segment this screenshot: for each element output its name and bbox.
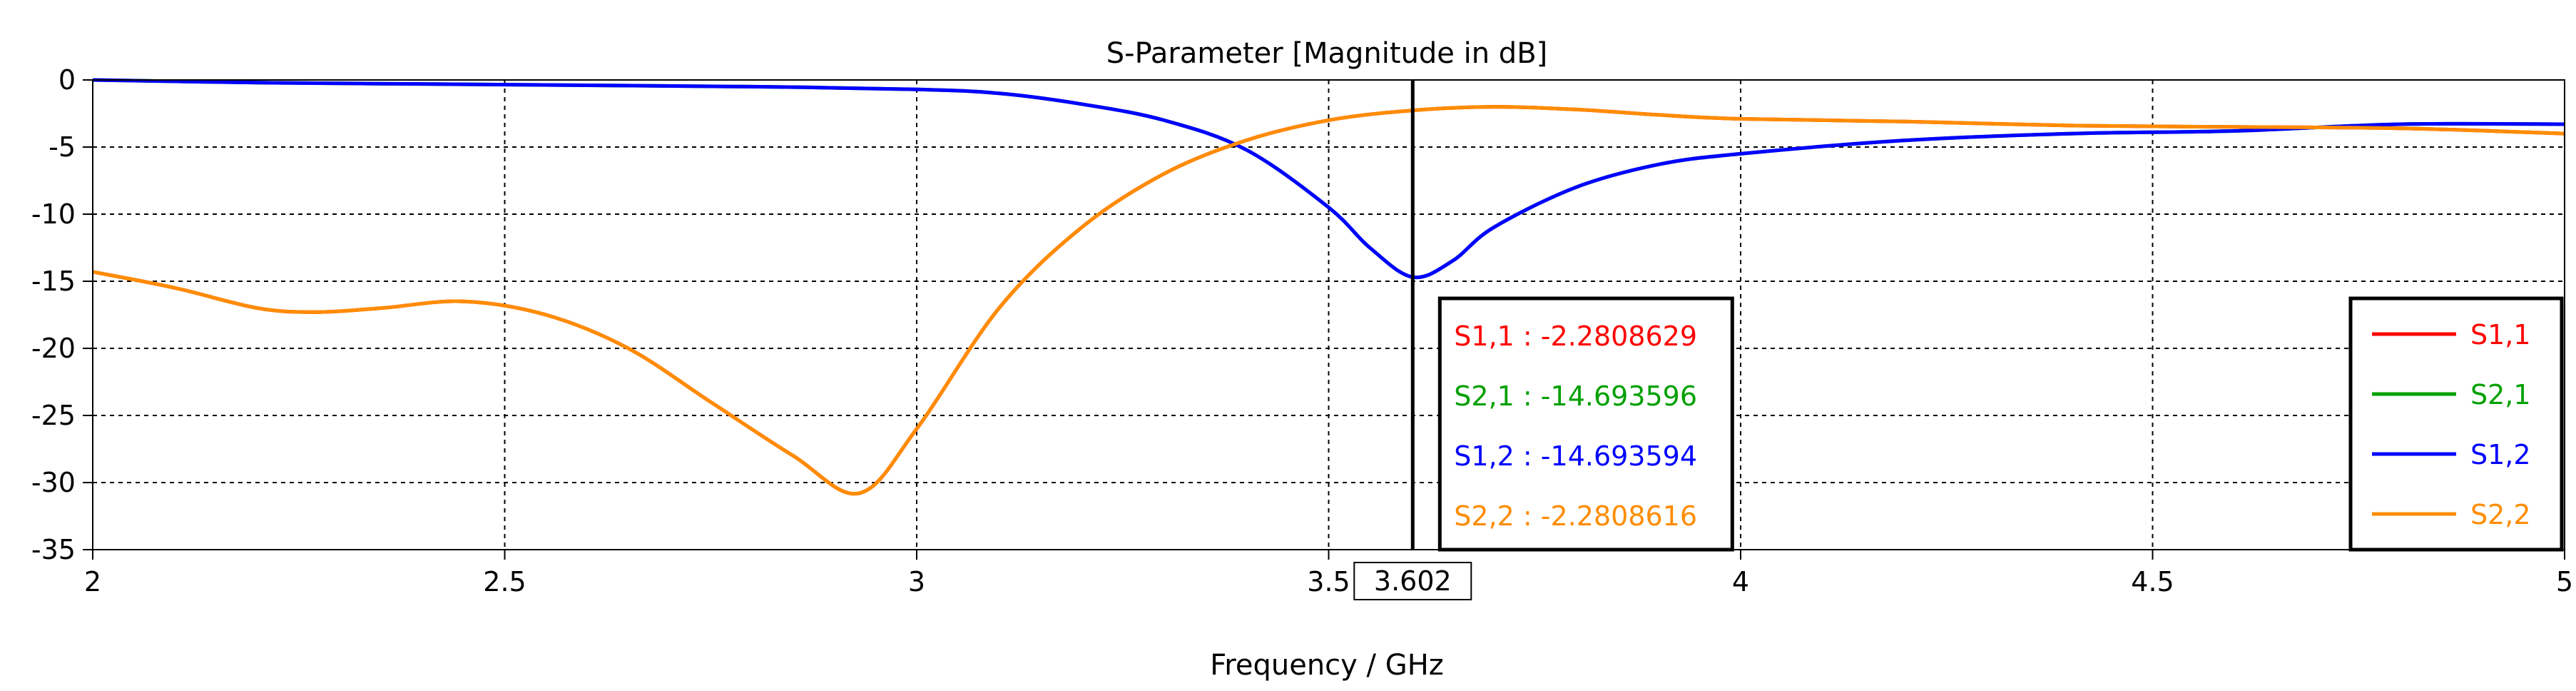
readout-line: S1,1 : -2.2808629 xyxy=(1454,321,1697,352)
legend-label: S1,1 xyxy=(2470,319,2531,350)
legend-label: S2,1 xyxy=(2470,379,2531,410)
readout-line: S1,2 : -14.693594 xyxy=(1454,440,1697,472)
y-tick-label: 0 xyxy=(58,64,76,96)
series-layer xyxy=(92,78,2565,496)
x-tick-label: 4 xyxy=(1732,566,1749,597)
legend-label: S1,2 xyxy=(2470,439,2531,470)
chart-title: S-Parameter [Magnitude in dB] xyxy=(1106,37,1548,70)
x-axis-label: Frequency / GHz xyxy=(1210,649,1444,682)
series-line-s2-2 xyxy=(92,105,2565,496)
y-tick-label: -30 xyxy=(31,467,76,498)
readout-line: S2,2 : -2.2808616 xyxy=(1454,500,1697,532)
marker-label: 3.602 xyxy=(1374,565,1452,597)
readout-line: S2,1 : -14.693596 xyxy=(1454,380,1697,412)
marker-readout-box: S1,1 : -2.2808629 S2,1 : -14.693596 S1,2 :… xyxy=(1437,296,1734,552)
x-tick-label: 3.5 xyxy=(1307,566,1350,597)
x-axis-ticks: 2 2.5 3 3.5 4 4.5 5 xyxy=(84,550,2573,597)
y-tick-label: -5 xyxy=(49,131,76,163)
y-tick-label: -20 xyxy=(31,333,76,364)
legend-label: S2,2 xyxy=(2470,499,2531,530)
y-tick-label: -10 xyxy=(31,198,76,230)
series-line-s1-2 xyxy=(92,78,2565,280)
legend: S1,1 S2,1 S1,2 S2,2 xyxy=(2348,296,2564,552)
x-tick-label: 3 xyxy=(908,566,925,597)
x-tick-label: 2.5 xyxy=(483,566,526,597)
x-tick-label: 5 xyxy=(2556,566,2573,597)
y-axis-ticks: 0 -5 -10 -15 -20 -25 -30 -35 xyxy=(31,64,93,565)
legend-frame xyxy=(2348,296,2564,552)
grid-lines xyxy=(93,80,2565,550)
y-tick-label: -35 xyxy=(31,534,76,565)
frequency-marker[interactable]: 3.602 xyxy=(1353,80,1472,600)
readout-frame xyxy=(1437,296,1734,552)
y-tick-label: -25 xyxy=(31,400,76,431)
x-tick-label: 4.5 xyxy=(2131,566,2174,597)
marker-label-box xyxy=(1353,562,1472,600)
x-tick-label: 2 xyxy=(84,566,101,597)
y-tick-label: -15 xyxy=(31,266,76,297)
